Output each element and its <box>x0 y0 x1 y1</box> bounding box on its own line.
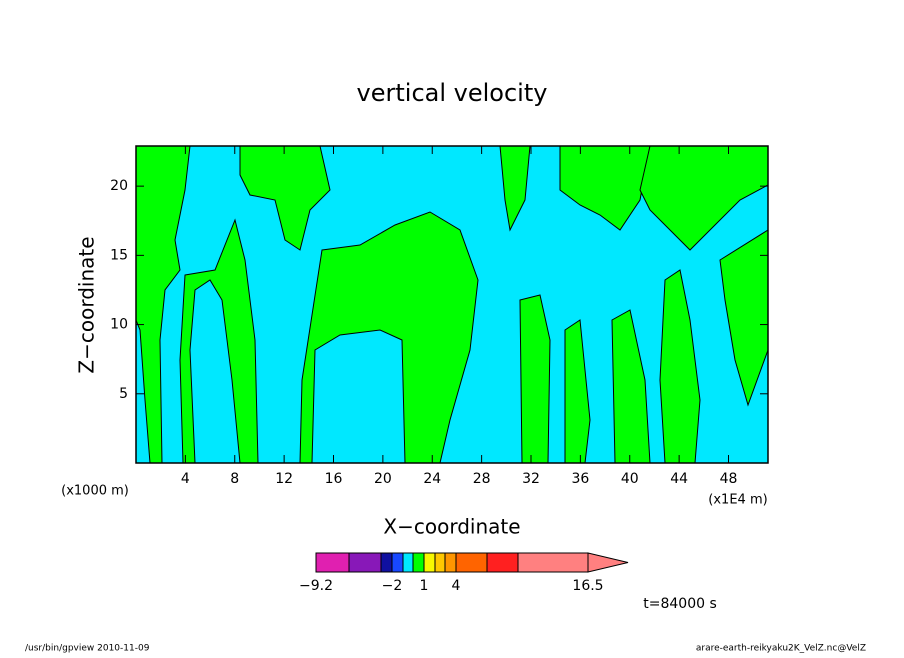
colorbar-segment <box>412 552 425 573</box>
contour-region <box>135 145 191 464</box>
chart-title: vertical velocity <box>357 79 548 107</box>
contour-regions <box>135 145 769 464</box>
contour-region <box>239 145 331 251</box>
colorbar-segment <box>434 552 446 573</box>
x-axis-label: X−coordinate <box>383 515 520 539</box>
x-tick-label: 8 <box>230 471 239 487</box>
colorbar-extension <box>587 552 629 573</box>
colorbar-segment <box>402 552 414 573</box>
x-unit: (x1000 m) <box>61 484 129 499</box>
colorbar-segment <box>517 552 589 573</box>
x-tick-label: 16 <box>325 471 343 487</box>
x-tick-label: 12 <box>275 471 293 487</box>
colorbar-segment <box>444 552 457 573</box>
colorbar-segment <box>315 552 350 573</box>
x-tick-label: 20 <box>374 471 392 487</box>
time-label: t=84000 s <box>643 596 717 612</box>
x-tick-label: 4 <box>181 471 190 487</box>
x-tick-label: 40 <box>621 471 639 487</box>
colorbar-segment <box>486 552 519 573</box>
colorbar-segment <box>423 552 436 573</box>
y-tick-label: 15 <box>110 247 128 263</box>
colorbar-label: 4 <box>452 578 461 594</box>
colorbar-segment <box>380 552 393 573</box>
x-scale: (x1E4 m) <box>708 493 767 508</box>
colorbar-segment <box>348 552 382 573</box>
y-tick-label: 20 <box>110 178 128 194</box>
x-tick-label: 36 <box>571 471 589 487</box>
x-tick-label: 32 <box>522 471 540 487</box>
y-tick-label: 5 <box>119 386 128 402</box>
x-tick-label: 28 <box>473 471 491 487</box>
y-tick-label: 10 <box>110 317 128 333</box>
y-axis-label: Z−coordinate <box>75 236 99 373</box>
footer-left: /usr/bin/gpview 2010-11-09 <box>25 644 150 654</box>
contour-region <box>519 294 551 464</box>
colorbar-label: 1 <box>420 578 429 594</box>
footer-right: arare-earth-reikyaku2K_VelZ.nc@VelZ <box>696 644 866 654</box>
x-tick-label: 48 <box>720 471 738 487</box>
colorbar-label: −9.2 <box>299 578 333 594</box>
contour-region <box>611 309 651 464</box>
contour-region <box>659 269 701 464</box>
contour-region <box>564 319 591 464</box>
plot-frame <box>135 145 769 464</box>
x-tick-label: 24 <box>423 471 441 487</box>
colorbar-label: 16.5 <box>572 578 603 594</box>
colorbar-segment <box>391 552 404 573</box>
colorbar-segment <box>455 552 488 573</box>
colorbar-label: −2 <box>382 578 403 594</box>
x-tick-label: 44 <box>670 471 688 487</box>
